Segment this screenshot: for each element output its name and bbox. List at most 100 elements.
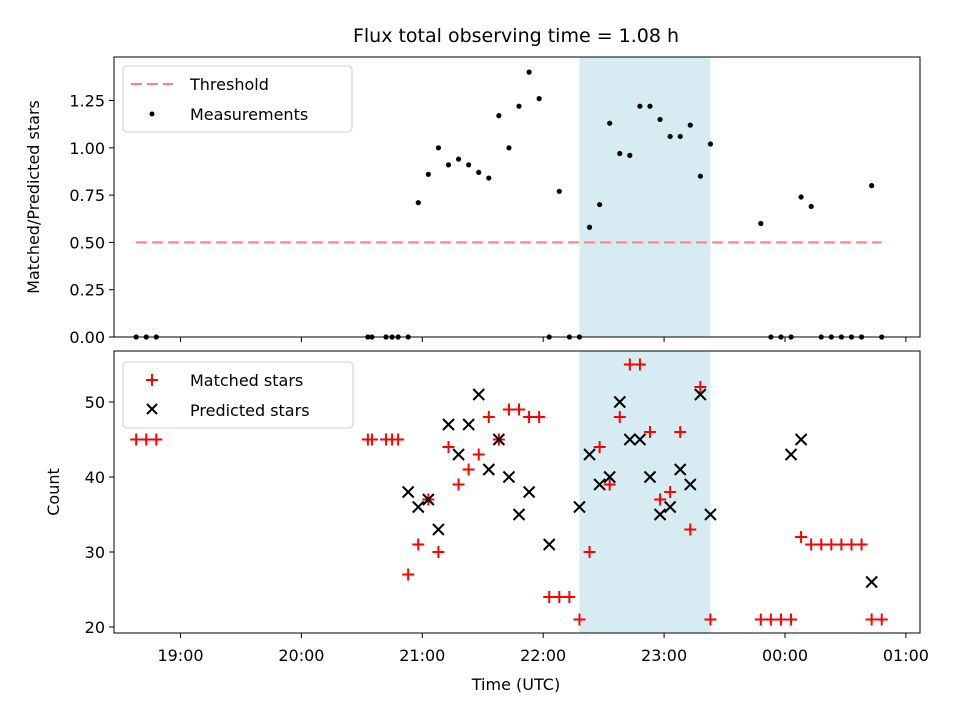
predicted-star-point: [865, 575, 878, 589]
bottom-axes-frame: [113, 350, 921, 634]
matched-star-point: [412, 538, 425, 551]
matched-star-point: [533, 411, 546, 423]
top-y-tick-label: 0.25: [69, 281, 105, 300]
top-y-tick-label: 0.50: [69, 233, 105, 252]
measurement-point: [445, 162, 452, 168]
measurement-point: [435, 145, 442, 151]
predicted-star-point: [694, 388, 707, 401]
measurement-point: [637, 103, 643, 109]
top-y-tick-label: 1.00: [69, 139, 105, 158]
matched-star-point: [805, 538, 818, 551]
predicted-star-point: [401, 485, 415, 499]
predicted-star-point-b: [784, 448, 798, 461]
matched-star-point: [855, 538, 868, 551]
measurement-point: [707, 141, 714, 147]
predicted-star-point-b: [522, 485, 536, 499]
bottom-y-tick-label: 20: [85, 618, 105, 637]
bottom-legend: Matched stars Predicted stars: [122, 361, 354, 429]
top-legend: Threshold Measurements: [122, 65, 353, 133]
x-tick-label: 19:00: [157, 646, 203, 665]
matched-star-point: [150, 433, 163, 446]
measurement-point: [657, 116, 663, 123]
matched-star-point: [140, 433, 153, 446]
top-y-tick-label: 1.25: [69, 92, 105, 111]
measurement-point: [586, 224, 593, 230]
chart-title: Flux total observing time = 1.08 h: [353, 25, 679, 47]
legend-matched-label: Matched stars: [190, 371, 303, 390]
legend-measurements-label: Measurements: [190, 105, 308, 124]
measurement-point: [425, 171, 431, 177]
matched-star-point: [130, 433, 143, 446]
matched-star-point: [392, 433, 405, 446]
measurement-point: [808, 203, 814, 210]
legend-matched-swatch: [146, 374, 158, 386]
measurement-point: [597, 201, 603, 208]
matched-star-point: [593, 441, 606, 453]
matched-star-point: [633, 358, 646, 371]
matched-stars-points: [130, 358, 888, 626]
matched-star-point: [835, 538, 848, 551]
matched-star-point: [462, 463, 475, 476]
predicted-star-point: [522, 485, 536, 499]
matched-star-point: [825, 538, 838, 551]
predicted-star-point-b: [452, 448, 465, 461]
predicted-star-point: [543, 538, 556, 551]
top-y-tick-label: 0.75: [69, 186, 105, 205]
predicted-star-point: [432, 523, 445, 536]
matched-star-point: [694, 381, 707, 393]
matched-star-point: [502, 403, 515, 416]
top-axes-frame: [113, 56, 921, 338]
measurement-point: [697, 173, 703, 179]
predicted-star-point-b: [502, 470, 516, 484]
predicted-star-point-b: [442, 418, 455, 431]
predicted-star-point-b: [794, 433, 808, 446]
matched-star-point: [452, 478, 465, 491]
predicted-star-point-b: [422, 493, 435, 506]
matched-star-point: [865, 613, 878, 626]
bottom-x-ticks: 19:00 20:00 21:00 22:00 23:00 00:00 01:00: [157, 633, 929, 665]
matched-star-point: [603, 478, 616, 491]
measurement-point: [526, 69, 532, 75]
measurement-point: [496, 113, 502, 119]
top-panel: 0.00 0.25 0.50 0.75 1.00 1.25 Matched/Predict…: [24, 56, 921, 347]
predicted-star-point: [704, 508, 717, 521]
top-y-tick-label: 0.00: [69, 328, 105, 347]
matched-star-point: [543, 591, 556, 603]
matched-star-point: [402, 568, 415, 581]
predicted-star-point-b: [462, 418, 475, 431]
predicted-star-point-b: [401, 485, 415, 499]
matched-star-point: [664, 486, 677, 498]
predicted-star-point-b: [653, 508, 667, 521]
bottom-y-tick-label: 40: [85, 468, 105, 487]
top-y-axis-label: Matched/Predicted stars: [24, 100, 43, 294]
bottom-y-tick-label: 30: [85, 543, 105, 562]
predicted-star-point-b: [492, 433, 506, 446]
x-tick-label: 01:00: [883, 646, 929, 665]
predicted-star-point: [482, 463, 495, 476]
bottom-y-ticks: 20 30 40 50: [85, 393, 114, 637]
measurement-points: [133, 69, 885, 340]
bottom-shaded-interval: [579, 351, 711, 633]
predicted-star-point-b: [543, 538, 556, 551]
predicted-star-point-b: [472, 388, 485, 401]
predicted-star-point-b: [583, 448, 596, 461]
bottom-legend-box: [122, 361, 354, 429]
matched-star-point: [795, 531, 808, 543]
predicted-star-point: [573, 500, 586, 514]
bottom-y-tick-label: 50: [85, 393, 105, 412]
matched-star-point: [684, 523, 697, 536]
matched-star-point: [472, 448, 485, 461]
predicted-stars-points: [401, 388, 878, 589]
predicted-star-point: [633, 433, 647, 446]
predicted-star-point-b: [674, 463, 687, 476]
predicted-star-point-b: [684, 478, 697, 491]
measurement-point: [677, 133, 683, 140]
top-legend-box: [122, 65, 353, 133]
predicted-star-point: [412, 500, 425, 514]
predicted-star-point: [512, 508, 526, 521]
legend-threshold-label: Threshold: [189, 75, 269, 94]
matched-star-point: [774, 613, 787, 626]
predicted-star-point-b: [865, 575, 878, 589]
predicted-star-point-b: [432, 523, 445, 536]
matched-star-point: [583, 546, 596, 558]
